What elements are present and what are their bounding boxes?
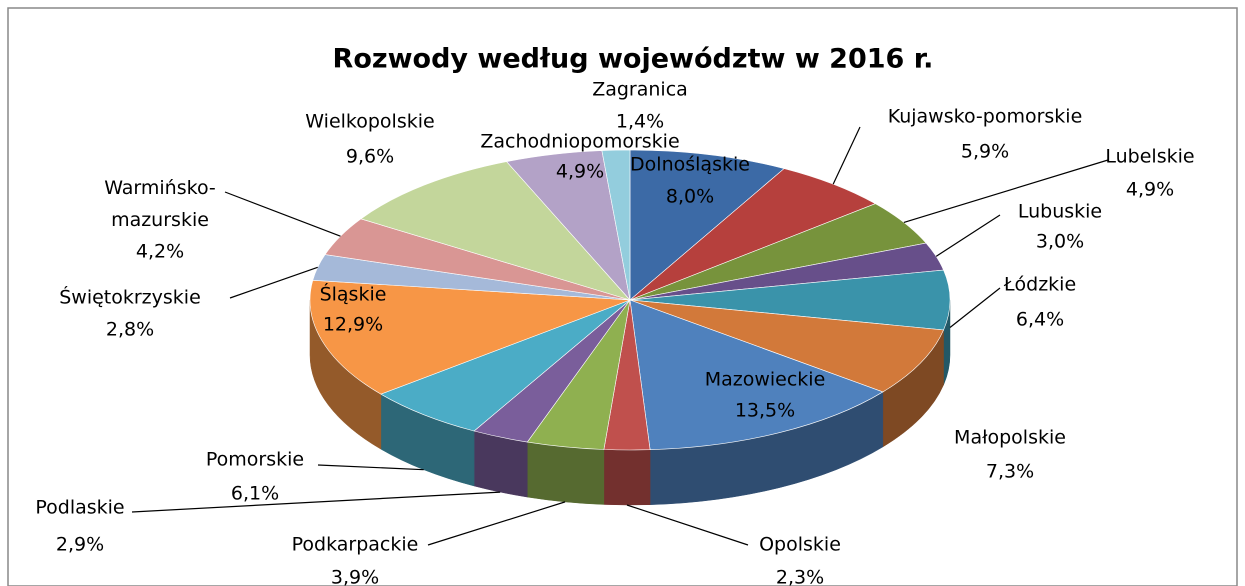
value-label: 7,3% — [986, 461, 1034, 483]
category-label: Dolnośląskie — [630, 154, 750, 176]
value-label: 9,6% — [346, 146, 394, 168]
value-label: 2,3% — [776, 567, 824, 586]
leader-line — [317, 464, 424, 471]
value-label: 5,9% — [961, 141, 1009, 163]
pie-slice — [629, 299, 884, 451]
category-label: Wielkopolskie — [305, 111, 434, 133]
pie-slice — [629, 299, 944, 393]
leader-line — [224, 191, 341, 237]
value-label: 8,0% — [666, 186, 714, 208]
value-label: 4,9% — [556, 161, 604, 183]
category-label: Podkarpackie — [292, 534, 419, 556]
leader-line — [903, 159, 1109, 224]
category-label: Lubelskie — [1105, 146, 1194, 168]
category-label: Małopolskie — [954, 427, 1066, 449]
value-label: 1,4% — [616, 111, 664, 133]
value-label: 2,9% — [56, 534, 104, 556]
chart-title: Rozwody według województw w 2016 r. — [333, 44, 934, 75]
leader-line — [832, 126, 861, 185]
category-label: Pomorskie — [206, 449, 304, 471]
value-label: 3,9% — [331, 567, 379, 586]
pie-slice — [309, 279, 631, 395]
pie-side — [527, 441, 605, 505]
value-label: 6,1% — [231, 483, 279, 505]
leader-line — [626, 504, 749, 546]
pie-slice — [629, 149, 785, 301]
category-label: Łódzkie — [1003, 274, 1076, 296]
category-label: Opolskie — [759, 534, 841, 556]
value-label: 4,9% — [1126, 179, 1174, 201]
leader-line — [427, 501, 566, 546]
pie-side — [603, 449, 651, 506]
value-label: 12,9% — [323, 314, 383, 336]
value-label: 3,0% — [1036, 231, 1084, 253]
category-label: Podlaskie — [35, 497, 124, 519]
leader-line — [229, 266, 318, 299]
category-label: Śląskie — [320, 282, 387, 306]
pie-slice — [601, 149, 631, 301]
category-label-line: mazurskie — [111, 209, 209, 231]
category-label: Warmińsko-mazurskie — [104, 177, 216, 231]
value-label: 4,2% — [136, 241, 184, 263]
category-label: Zagranica — [592, 79, 688, 101]
pie-slice — [360, 161, 631, 301]
category-label-line: Warmińsko- — [104, 177, 216, 199]
category-label: Zachodniopomorskie — [480, 131, 679, 153]
leader-line — [131, 491, 501, 513]
category-label: Świętokrzyskie — [59, 285, 201, 309]
value-label: 6,4% — [1016, 309, 1064, 331]
category-label: Mazowieckie — [705, 369, 826, 391]
category-label: Lubuskie — [1018, 201, 1102, 223]
leader-line — [949, 287, 1001, 328]
value-label: 2,8% — [106, 319, 154, 341]
pie-slice — [629, 269, 951, 331]
pie-slice — [380, 299, 631, 432]
leader-line — [935, 214, 1001, 257]
value-label: 13,5% — [735, 400, 795, 422]
category-label: Kujawsko-pomorskie — [888, 106, 1083, 128]
